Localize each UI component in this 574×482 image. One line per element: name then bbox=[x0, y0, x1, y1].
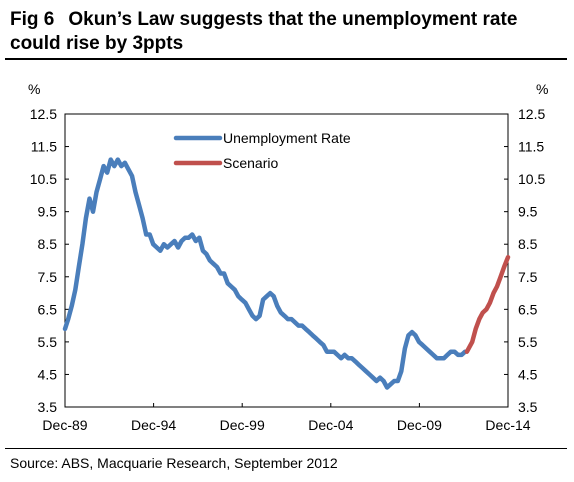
y-tick-label-right: 7.5 bbox=[518, 269, 538, 285]
y-tick-label-right: 9.5 bbox=[518, 204, 538, 220]
x-tick-label: Dec-99 bbox=[220, 417, 265, 433]
series-line-unemployment-rate bbox=[62, 157, 468, 390]
y-tick-label-left: 8.5 bbox=[38, 236, 58, 252]
y-tick-label-left: 10.5 bbox=[30, 171, 57, 187]
y-tick-label-left: 12.5 bbox=[30, 106, 57, 122]
figure-title: Fig 6 Okun’s Law suggests that the unempl… bbox=[10, 8, 566, 56]
y-tick-label-right: 4.5 bbox=[518, 366, 538, 382]
y-tick-label-left: 3.5 bbox=[38, 399, 58, 415]
y-tick-label-left: 11.5 bbox=[31, 139, 57, 155]
source-rule bbox=[5, 448, 567, 449]
y-tick-label-right: 3.5 bbox=[518, 399, 538, 415]
unemployment-chart: % % 12.5 11.5 10.5 9.5 8.5 7.5 6.5 5.5 4.5 3.5 12… bbox=[28, 81, 548, 433]
figure-title-text: Okun’s Law suggests that the unemploymen… bbox=[10, 9, 518, 54]
y-tick-label-right: 10.5 bbox=[518, 171, 545, 187]
x-tick-label: Dec-09 bbox=[397, 417, 442, 433]
y-tick-label-right: 12.5 bbox=[518, 106, 545, 122]
y-tick-label-right: 6.5 bbox=[518, 301, 538, 317]
legend-label: Scenario bbox=[223, 155, 278, 171]
y-tick-label-right: 11.5 bbox=[518, 139, 544, 155]
x-tick-label: Dec-94 bbox=[131, 417, 176, 433]
y-tick-label-left: 6.5 bbox=[38, 301, 58, 317]
legend-label: Unemployment Rate bbox=[223, 130, 351, 146]
y-axis-right: 12.5 11.5 10.5 9.5 8.5 7.5 6.5 5.5 4.5 3.5 bbox=[504, 106, 545, 415]
source-note: Source: ABS, Macquarie Research, Septemb… bbox=[10, 455, 338, 471]
x-tick-label: Dec-89 bbox=[42, 417, 87, 433]
y-tick-label-left: 4.5 bbox=[38, 366, 58, 382]
y-tick-label-right: 5.5 bbox=[518, 334, 538, 350]
title-rule bbox=[5, 58, 567, 60]
y-unit-right: % bbox=[536, 81, 548, 97]
x-tick-label: Dec-04 bbox=[308, 417, 353, 433]
x-axis: Dec-89 Dec-94 Dec-99 Dec-04 Dec-09 Dec-14 bbox=[42, 403, 531, 433]
y-tick-label-left: 5.5 bbox=[38, 334, 58, 350]
x-tick-label: Dec-14 bbox=[485, 417, 530, 433]
y-tick-label-left: 7.5 bbox=[38, 269, 58, 285]
series-line-scenario bbox=[464, 254, 511, 354]
y-tick-label-left: 9.5 bbox=[38, 204, 58, 220]
y-tick-label-right: 8.5 bbox=[518, 236, 538, 252]
figure-number: Fig 6 bbox=[10, 9, 55, 30]
y-axis-left: 12.5 11.5 10.5 9.5 8.5 7.5 6.5 5.5 4.5 3.5 bbox=[30, 106, 69, 415]
legend: Unemployment Rate Scenario bbox=[173, 130, 351, 171]
plot-frame bbox=[64, 113, 509, 408]
series-layer bbox=[62, 157, 511, 390]
y-unit-left: % bbox=[28, 81, 40, 97]
